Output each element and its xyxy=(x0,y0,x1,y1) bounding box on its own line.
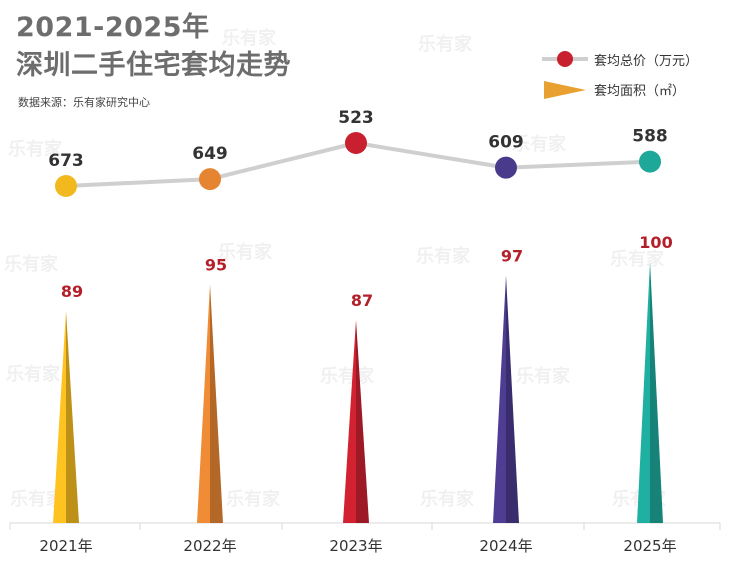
watermark-text: 乐有家 xyxy=(512,133,567,155)
avg-price-point xyxy=(639,150,661,173)
watermark-text: 乐有家 xyxy=(10,488,65,510)
area-cone-left xyxy=(493,275,506,523)
chart-title-line2: 深圳二手住宅套均走势 xyxy=(16,50,291,81)
avg-price-point xyxy=(495,156,517,179)
avg-price-point xyxy=(199,168,221,191)
area-value-label: 87 xyxy=(351,291,373,310)
watermark-text: 乐有家 xyxy=(6,363,61,385)
area-cone-right xyxy=(506,275,519,523)
watermark-text: 乐有家 xyxy=(4,253,59,275)
chart-legend: 套均总价（万元） 套均面积（㎡） xyxy=(540,44,740,104)
watermark-text: 乐有家 xyxy=(610,248,665,270)
watermark-text: 乐有家 xyxy=(222,27,277,49)
avg-price-value-label: 523 xyxy=(338,108,374,128)
area-cone-left xyxy=(343,319,356,523)
legend-item-avg-price: 套均总价（万元） xyxy=(540,44,740,74)
legend-line-dot-icon xyxy=(542,51,588,67)
avg-price-point xyxy=(345,132,367,154)
x-tick-label: 2022年 xyxy=(183,537,236,555)
avg-price-value-label: 588 xyxy=(632,127,668,147)
legend-cone-icon xyxy=(544,81,586,99)
area-cone-right xyxy=(66,311,79,523)
watermark-text: 乐有家 xyxy=(320,365,375,387)
legend-item-avg-area: 套均面积（㎡） xyxy=(540,74,740,104)
area-cone-right xyxy=(650,262,663,523)
watermark-text: 乐有家 xyxy=(420,488,475,510)
area-value-label: 97 xyxy=(501,246,523,265)
legend-label-avg-area: 套均面积（㎡） xyxy=(594,83,686,99)
area-cone-left xyxy=(637,262,650,523)
x-tick-label: 2021年 xyxy=(39,537,92,555)
area-cone-left xyxy=(53,311,66,523)
area-cone-right xyxy=(210,284,223,523)
watermark-text: 乐有家 xyxy=(218,241,273,263)
watermark-text: 乐有家 xyxy=(418,33,473,55)
area-cone-left xyxy=(197,284,210,523)
x-tick-label: 2023年 xyxy=(329,537,382,555)
area-value-label: 89 xyxy=(61,282,83,301)
legend-label-avg-price: 套均总价（万元） xyxy=(594,53,699,69)
avg-price-value-label: 673 xyxy=(48,151,84,171)
avg-price-value-label: 649 xyxy=(192,144,228,164)
x-tick-label: 2024年 xyxy=(479,537,532,555)
area-value-label: 95 xyxy=(205,255,227,274)
area-cone-right xyxy=(356,319,369,523)
watermark-text: 乐有家 xyxy=(516,365,571,387)
avg-price-value-label: 609 xyxy=(488,133,524,153)
chart-title-line1: 2021-2025年 xyxy=(16,12,210,43)
avg-price-point xyxy=(55,175,77,197)
watermark-text: 乐有家 xyxy=(416,245,471,267)
watermark-text: 乐有家 xyxy=(8,138,63,160)
watermark-text: 乐有家 xyxy=(226,488,281,510)
area-value-label: 100 xyxy=(639,233,672,252)
x-tick-label: 2025年 xyxy=(623,537,676,555)
data-source-note: 数据来源：乐有家研究中心 xyxy=(18,96,150,109)
